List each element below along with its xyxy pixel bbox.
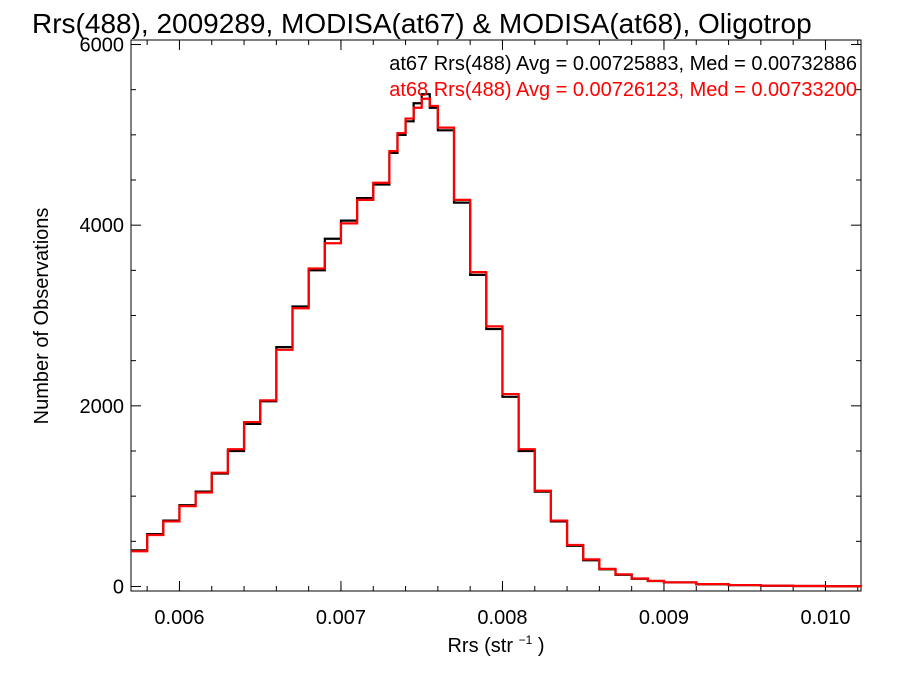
y-axis: 0 2000 4000 6000 bbox=[80, 35, 861, 598]
y-tick-label-2: 4000 bbox=[80, 215, 125, 237]
x-axis-label-superscript: −1 bbox=[519, 633, 533, 647]
x-axis-label: Rrs (str −1 ) bbox=[447, 627, 544, 657]
x-tick-label-3: 0.009 bbox=[639, 607, 689, 629]
x-axis-label-main: Rrs (str bbox=[447, 635, 513, 657]
y-tick-label-0: 0 bbox=[113, 576, 124, 598]
y-tick-label-1: 2000 bbox=[80, 396, 125, 418]
series-line-0 bbox=[131, 93, 863, 588]
x-axis-label-suffix: ) bbox=[538, 635, 545, 657]
y-axis-label: Number of Observations bbox=[31, 208, 53, 425]
chart-title: Rrs(488), 2009289, MODISA(at67) & MODISA… bbox=[32, 8, 812, 39]
x-tick-label-1: 0.007 bbox=[316, 607, 366, 629]
x-tick-label-2: 0.008 bbox=[477, 607, 527, 629]
y-tick-label-3: 6000 bbox=[80, 35, 125, 57]
series-line-1 bbox=[131, 97, 863, 588]
annotation-at68: at68 Rrs(488) Avg = 0.00726123, Med = 0.… bbox=[389, 79, 857, 101]
series-group bbox=[131, 93, 863, 588]
plot-frame bbox=[130, 39, 862, 592]
x-tick-label-4: 0.010 bbox=[800, 607, 850, 629]
x-axis: 0.006 0.007 0.008 0.009 0.010 bbox=[146, 40, 859, 629]
annotation-at67: at67 Rrs(488) Avg = 0.00725883, Med = 0.… bbox=[389, 53, 857, 75]
x-tick-label-0: 0.006 bbox=[154, 607, 204, 629]
